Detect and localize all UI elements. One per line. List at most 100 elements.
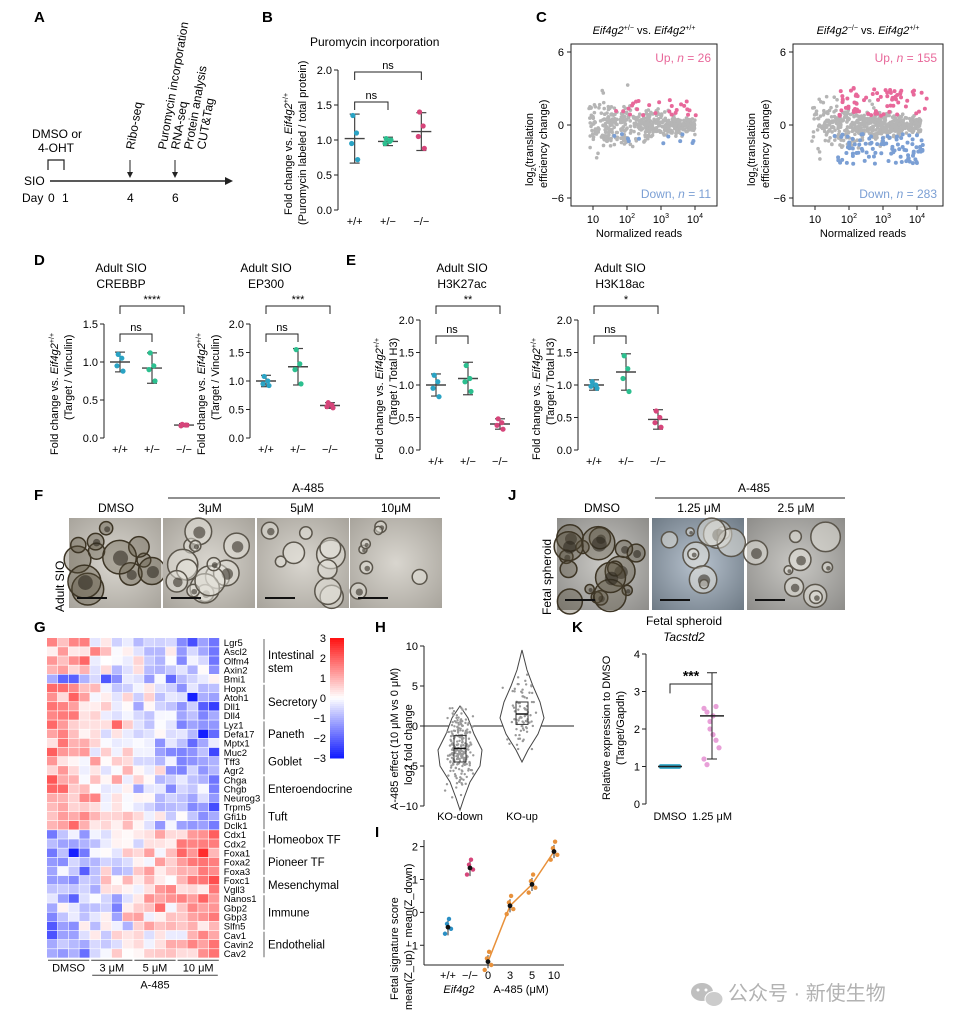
ma-title: Eif4g2−/− vs. Eif4g2+/+ <box>817 25 920 37</box>
micrograph-j-dmso-lumen <box>621 546 629 554</box>
ma-point-up <box>885 104 890 109</box>
y-tick-label: 0 <box>780 120 786 132</box>
data-point <box>626 388 632 395</box>
colorbar-step <box>330 730 344 733</box>
ma-point-ns <box>836 132 841 137</box>
x-tick-label: −/− <box>322 444 338 456</box>
heatmap-cell <box>57 702 68 711</box>
ma-point-ns <box>848 112 853 117</box>
panel-label-e: E <box>346 252 356 269</box>
violin-point-ko-down <box>456 740 459 743</box>
heatmap-cell <box>144 647 155 656</box>
violin-point-ko-up <box>528 721 531 724</box>
micrograph-j-125-organoid <box>698 578 710 590</box>
data-point <box>652 420 658 426</box>
heatmap-cell <box>111 949 122 958</box>
y-tick-label: 1.5 <box>317 100 332 112</box>
x-tick-label: +/− <box>290 444 306 456</box>
data-point <box>421 145 427 151</box>
micrograph-10um <box>349 518 442 608</box>
ma-point-ns <box>829 115 834 119</box>
violin-point-ko-up <box>518 717 521 720</box>
x-tick-label: −/− <box>413 216 429 228</box>
mean-point <box>445 924 451 930</box>
panel-d-ylabel-b: Fold change vs. Eif4g2+/+ <box>196 333 208 455</box>
heatmap-cell <box>176 692 187 702</box>
heatmap-cell <box>47 766 58 775</box>
x-axis-label: A-485 (μM) <box>493 984 548 996</box>
ma-point-down <box>661 141 666 146</box>
gene-label: Lyz1 <box>224 720 244 731</box>
heatmap-cell <box>187 665 198 674</box>
heatmap-cell <box>144 903 155 912</box>
heatmap-cell <box>111 702 122 711</box>
ma-point-ns <box>883 130 888 134</box>
micrograph-j-dmso-lumen <box>588 587 593 593</box>
heatmap-cell <box>122 711 133 720</box>
heatmap-cell <box>198 839 209 848</box>
heatmap-cell <box>90 656 101 665</box>
watermark-text: 公众号 · 新使生物 <box>728 982 886 1005</box>
panel-e-ylabel-b2: (Target / Total H3) <box>545 338 557 425</box>
violin-point-ko-up <box>521 720 524 723</box>
heatmap-cell <box>176 949 187 958</box>
heatmap-cell <box>90 875 101 885</box>
violin-point-ko-down <box>446 757 449 761</box>
panel-e-plot-h3k27ac: 0.00.51.01.52.0+/+ +/− −/−ns** <box>399 294 510 468</box>
heatmap-cell <box>209 692 220 702</box>
ma-point-ns <box>913 124 918 129</box>
micrograph-j-25-lumen <box>790 583 800 593</box>
heatmap-cell <box>165 930 176 940</box>
heatmap-cell <box>47 702 58 711</box>
heatmap-cell <box>111 848 122 857</box>
panel-g-heatmap: Lgr5Ascl2Olfm4Axin2Bmi1HopxAtoh1Dll1Dll4… <box>47 633 352 991</box>
panel-i-ylabel-1: Fetal signature score <box>389 897 401 1000</box>
panel-f-label-10um: 10μM <box>381 501 411 515</box>
heatmap-cell <box>144 930 155 940</box>
ma-point-ns <box>629 128 633 133</box>
colorbar-step <box>330 644 344 647</box>
heatmap-cell <box>144 638 155 647</box>
sig-label: * <box>624 294 629 306</box>
heatmap-cell <box>144 747 155 757</box>
colorbar-step <box>330 670 344 673</box>
group-label: Homeobox TF <box>268 834 341 846</box>
y-tick-label: 0.0 <box>317 205 332 217</box>
data-point <box>446 916 452 922</box>
heatmap-cell <box>155 702 166 711</box>
heatmap-cell <box>101 674 112 684</box>
gene-label: Mptx1 <box>224 739 250 750</box>
heatmap-cell <box>155 683 166 693</box>
heatmap-cell <box>187 949 198 958</box>
gene-label: Cav1 <box>224 931 246 942</box>
ma-point-ns <box>589 124 593 129</box>
ma-point-ns <box>591 115 595 119</box>
micrograph-dmso-lumen <box>77 575 93 590</box>
violin-point-ko-down <box>449 766 453 769</box>
ma-point-up <box>885 94 890 99</box>
ma-point-ns <box>686 117 691 122</box>
ma-point-ns <box>826 139 831 143</box>
y-tick-label: 1 <box>412 874 418 886</box>
heatmap-cell <box>111 775 122 784</box>
panel-g: G Lgr5Ascl2Olfm4Axin2Bmi1HopxAtoh1Dll1Dl… <box>34 619 352 991</box>
gene-label: Chgb <box>224 784 247 795</box>
data-point <box>552 839 558 844</box>
colorbar-step <box>330 722 344 725</box>
heatmap-cell <box>209 720 220 729</box>
y-tick-label: 0.0 <box>399 445 414 457</box>
ma-point-ns <box>889 121 894 125</box>
ma-point-up <box>669 112 674 117</box>
ma-point-up <box>892 89 897 94</box>
ma-point-down <box>850 136 855 141</box>
violin-point-ko-down <box>461 764 464 768</box>
panel-d-ylabel: Fold change vs. Eif4g2+/+ <box>49 333 61 455</box>
heatmap-cell <box>68 949 79 958</box>
ma-point-ns <box>674 127 679 131</box>
heatmap-cell <box>155 949 166 958</box>
x-tick-label: 10 <box>548 970 560 982</box>
heatmap-cell <box>209 647 220 656</box>
heatmap-cell <box>101 784 112 793</box>
mean-point <box>507 903 513 909</box>
ma-point-ns <box>651 129 656 134</box>
